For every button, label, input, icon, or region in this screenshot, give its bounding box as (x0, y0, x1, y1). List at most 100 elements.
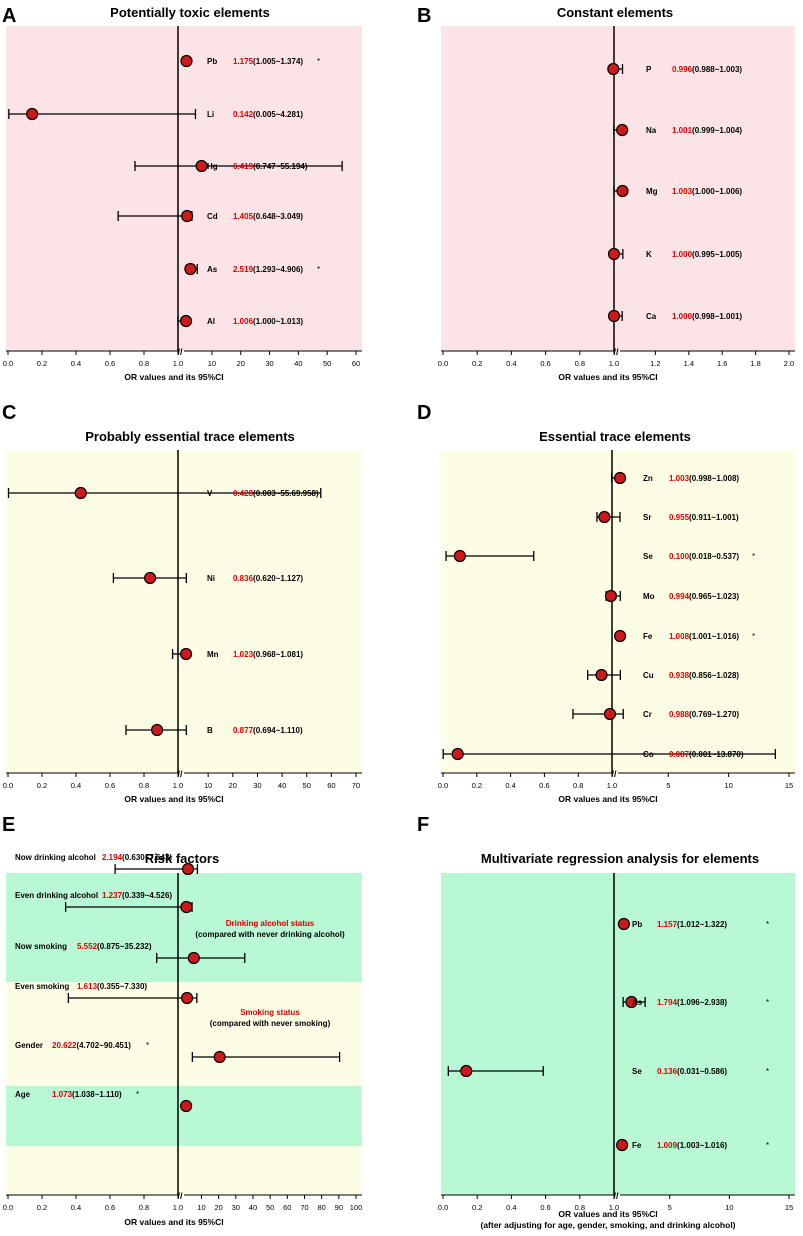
x-tick-label: 5 (668, 1203, 672, 1212)
x-tick-label: 1.6 (717, 359, 727, 368)
significance-mark: * (766, 1141, 769, 1150)
estimate-point (451, 747, 464, 761)
panel-letter: F (417, 814, 429, 836)
significance-mark: * (136, 1090, 139, 1099)
row-estimate: 1.794(1.096~2.938) (657, 998, 727, 1007)
significance-mark: * (752, 632, 755, 641)
estimate-value: 0.428 (233, 489, 254, 498)
panel-e: E Risk factors // 0.0 0.2 0.4 0.6 0.8 1.0 10 20 30 4… (2, 814, 362, 1227)
x-tick-label: 60 (327, 781, 335, 790)
significance-mark: * (317, 265, 320, 274)
confidence-interval: (1.000~1.013) (253, 317, 303, 326)
confidence-interval: (0.747~55.194) (253, 162, 308, 171)
axis-break-mark: // (611, 769, 617, 779)
row-estimate: 0.100(0.018~0.537) (669, 552, 739, 561)
confidence-interval: (1.003~1.016) (677, 1141, 727, 1150)
group-title: Smoking status (240, 1008, 300, 1017)
confidence-interval: (1.293~4.906) (253, 265, 303, 274)
x-tick-label: 0.2 (37, 781, 47, 790)
row-label: P (646, 65, 652, 74)
estimate-point (187, 951, 200, 965)
estimate-point (595, 668, 608, 682)
estimate-point (613, 629, 627, 643)
x-tick-label: 30 (253, 781, 261, 790)
x-tick-label: 1.0 (609, 359, 619, 368)
panel-title: Risk factors (145, 851, 219, 866)
estimate-value: 1.405 (233, 212, 254, 221)
confidence-interval: (0.769~1.270) (689, 710, 739, 719)
x-tick-label: 0.0 (3, 781, 13, 790)
row-label: Cu (643, 671, 654, 680)
x-tick-label: 15 (785, 781, 793, 790)
confidence-interval: (0.018~0.537) (689, 552, 739, 561)
estimate-point (150, 723, 164, 737)
panel-title: Potentially toxic elements (110, 5, 270, 20)
panel-letter: C (2, 402, 16, 424)
x-tick-label: 0.6 (539, 781, 549, 790)
x-tick-label: 1.2 (650, 359, 660, 368)
significance-mark: * (317, 57, 320, 66)
x-tick-label: 1.0 (173, 1203, 183, 1212)
row-estimate: 0.955(0.911~1.001) (669, 513, 739, 522)
confidence-interval: (0.630~7.643) (122, 853, 172, 862)
confidence-interval: (0.001~13.870) (689, 750, 744, 759)
axis-break-mark: // (613, 347, 619, 357)
estimate-point (604, 589, 618, 603)
group-subtitle: (compared with never smoking) (210, 1019, 331, 1028)
x-tick-label: 0.8 (575, 1203, 585, 1212)
estimate-point (460, 1064, 473, 1078)
estimate-point (613, 471, 627, 485)
x-tick-label: 40 (278, 781, 286, 790)
x-tick-label: 0.6 (105, 1203, 115, 1212)
x-tick-label: 70 (352, 781, 360, 790)
estimate-point (603, 707, 617, 721)
estimate-point (180, 1099, 193, 1113)
estimate-point (181, 862, 195, 876)
confidence-interval: (1.096~2.938) (677, 998, 727, 1007)
significance-mark: * (752, 552, 755, 561)
row-estimate: 0.836(0.620~1.127) (233, 574, 303, 583)
x-tick-label: 20 (237, 359, 245, 368)
estimate-point (179, 314, 193, 328)
confidence-interval: (0.648~3.049) (253, 212, 303, 221)
x-tick-label: 0.0 (3, 1203, 13, 1212)
estimate-point (26, 107, 39, 121)
row-label: Mg (646, 187, 658, 196)
estimate-value: 0.136 (657, 1067, 678, 1076)
confidence-interval: (0.965~1.023) (689, 592, 739, 601)
row-estimate: 0.988(0.769~1.270) (669, 710, 739, 719)
x-tick-label: 0.6 (105, 781, 115, 790)
x-tick-label: 0.0 (438, 359, 448, 368)
x-tick-label: 0.0 (438, 1203, 448, 1212)
row-label: Li (207, 110, 214, 119)
estimate-value: 0.955 (669, 513, 690, 522)
estimate-value: 1.000 (672, 312, 693, 321)
estimate-point (607, 247, 621, 261)
row-label: V (207, 489, 213, 498)
panel-f: F Multivariate regression analysis for el… (417, 814, 795, 1230)
x-tick-label: 0.2 (472, 1203, 482, 1212)
estimate-value: 0.877 (233, 726, 254, 735)
row-estimate: 2.519(1.293~4.906) (233, 265, 303, 274)
confidence-interval: (1.000~1.006) (692, 187, 742, 196)
estimate-point (598, 510, 611, 524)
row-label: Even smoking (15, 982, 69, 991)
confidence-interval: (0.998~1.008) (689, 474, 739, 483)
estimate-value: 6.419 (233, 162, 254, 171)
x-tick-label: 1.4 (684, 359, 694, 368)
row-label: Now drinking alcohol (15, 853, 96, 862)
estimate-value: 0.100 (669, 552, 690, 561)
row-label: Fe (632, 1141, 642, 1150)
group-subtitle: (compared with never drinking alcohol) (195, 930, 345, 939)
significance-mark: * (146, 1041, 149, 1050)
x-tick-label: 0.2 (37, 1203, 47, 1212)
estimate-value: 1.003 (669, 474, 690, 483)
axis-break-mark: // (613, 1191, 619, 1201)
estimate-point (181, 209, 194, 223)
estimate-value: 1.001 (672, 126, 693, 135)
row-estimate: 1.405(0.648~3.049) (233, 212, 303, 221)
x-tick-label: 0.4 (506, 359, 516, 368)
axis-break-mark: // (177, 769, 183, 779)
x-tick-label: 30 (265, 359, 273, 368)
